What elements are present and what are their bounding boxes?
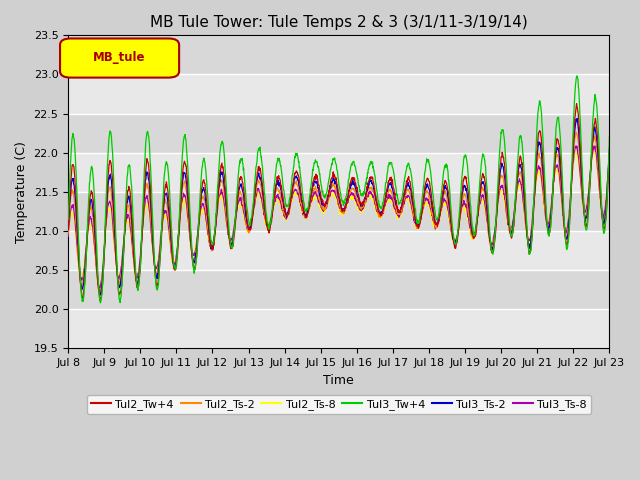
Tul3_Ts-8 bbox=[605, 151, 613, 157]
Tul3_Ts-2 bbox=[97, 292, 104, 298]
Legend: Tul2_Tw+4, Tul2_Ts-2, Tul2_Ts-8, Tul3_Tw+4, Tul3_Ts-2, Tul3_Ts-8: Tul2_Tw+4, Tul2_Ts-2, Tul2_Ts-8, Tul3_Tw… bbox=[86, 395, 591, 414]
Tul3_Ts-2 bbox=[573, 116, 581, 121]
Tul2_Ts-2 bbox=[129, 236, 136, 242]
Tul2_Ts-8 bbox=[129, 249, 136, 255]
Tul2_Tw+4 bbox=[129, 221, 136, 227]
Bar bbox=[68, 153, 609, 192]
Tul3_Tw+4 bbox=[129, 201, 136, 207]
Tul2_Ts-8 bbox=[372, 208, 380, 214]
Bar bbox=[68, 231, 609, 270]
Tul2_Tw+4 bbox=[294, 172, 302, 178]
Bar bbox=[68, 36, 609, 74]
Tul3_Tw+4 bbox=[97, 300, 104, 306]
Bar bbox=[68, 270, 609, 309]
Tul3_Ts-2 bbox=[316, 190, 323, 195]
Tul2_Ts-8 bbox=[107, 208, 115, 214]
Text: MB_tule: MB_tule bbox=[93, 51, 146, 64]
Line: Tul2_Ts-2: Tul2_Ts-2 bbox=[68, 132, 609, 293]
Bar bbox=[68, 309, 609, 348]
Tul2_Ts-2 bbox=[572, 130, 580, 135]
Tul2_Ts-2 bbox=[64, 230, 72, 236]
Line: Tul2_Tw+4: Tul2_Tw+4 bbox=[68, 104, 609, 300]
Tul2_Ts-8 bbox=[95, 286, 102, 291]
Tul3_Tw+4 bbox=[605, 133, 613, 139]
X-axis label: Time: Time bbox=[323, 373, 354, 387]
Bar bbox=[68, 74, 609, 114]
Tul2_Tw+4 bbox=[305, 205, 313, 211]
Tul2_Tw+4 bbox=[372, 198, 380, 204]
Tul2_Tw+4 bbox=[573, 101, 580, 107]
Tul3_Ts-2 bbox=[294, 177, 302, 182]
Tul3_Ts-8 bbox=[294, 192, 302, 197]
Tul2_Ts-2 bbox=[316, 193, 323, 199]
Tul2_Ts-8 bbox=[316, 203, 323, 208]
Tul2_Ts-8 bbox=[294, 193, 302, 199]
Line: Tul3_Tw+4: Tul3_Tw+4 bbox=[68, 76, 609, 303]
Tul2_Tw+4 bbox=[605, 146, 613, 152]
Tul2_Ts-2 bbox=[107, 184, 115, 190]
Tul3_Ts-2 bbox=[605, 145, 613, 151]
Tul3_Tw+4 bbox=[305, 195, 313, 201]
Line: Tul3_Ts-2: Tul3_Ts-2 bbox=[68, 119, 609, 295]
Tul2_Ts-8 bbox=[305, 207, 313, 213]
Tul2_Tw+4 bbox=[64, 227, 72, 233]
Tul3_Ts-8 bbox=[590, 143, 598, 149]
Title: MB Tule Tower: Tule Temps 2 & 3 (3/1/11-3/19/14): MB Tule Tower: Tule Temps 2 & 3 (3/1/11-… bbox=[150, 15, 527, 30]
Tul3_Ts-8 bbox=[107, 200, 115, 206]
Line: Tul2_Ts-8: Tul2_Ts-8 bbox=[68, 152, 609, 288]
Tul3_Tw+4 bbox=[64, 217, 72, 223]
Bar bbox=[68, 192, 609, 231]
Line: Tul3_Ts-8: Tul3_Ts-8 bbox=[68, 146, 609, 288]
Tul2_Ts-2 bbox=[305, 204, 313, 209]
Tul2_Tw+4 bbox=[107, 159, 115, 165]
Tul3_Ts-8 bbox=[305, 202, 313, 208]
Tul3_Tw+4 bbox=[573, 73, 580, 79]
Tul2_Ts-2 bbox=[97, 290, 104, 296]
Tul3_Ts-8 bbox=[129, 244, 136, 250]
Tul2_Ts-8 bbox=[591, 149, 598, 155]
Tul3_Ts-2 bbox=[64, 226, 72, 232]
Tul3_Ts-2 bbox=[107, 171, 115, 177]
Bar bbox=[68, 114, 609, 153]
Tul2_Ts-2 bbox=[605, 148, 613, 154]
Tul3_Ts-8 bbox=[64, 234, 72, 240]
Tul2_Tw+4 bbox=[96, 298, 104, 303]
Tul3_Tw+4 bbox=[316, 168, 323, 174]
Tul2_Ts-2 bbox=[372, 205, 380, 211]
Tul3_Ts-8 bbox=[316, 200, 323, 205]
Tul3_Tw+4 bbox=[294, 156, 302, 162]
Tul3_Ts-2 bbox=[372, 199, 380, 204]
Tul2_Ts-8 bbox=[64, 233, 72, 239]
Tul3_Tw+4 bbox=[107, 130, 115, 135]
FancyBboxPatch shape bbox=[60, 38, 179, 78]
Tul2_Ts-2 bbox=[294, 183, 302, 189]
Tul3_Tw+4 bbox=[372, 186, 380, 192]
Y-axis label: Temperature (C): Temperature (C) bbox=[15, 141, 28, 243]
Tul3_Ts-2 bbox=[129, 231, 136, 237]
Tul3_Ts-8 bbox=[97, 285, 104, 290]
Tul3_Ts-8 bbox=[372, 208, 380, 214]
Tul3_Ts-2 bbox=[305, 199, 313, 205]
Tul2_Tw+4 bbox=[316, 182, 323, 188]
Tul2_Ts-8 bbox=[605, 155, 613, 160]
